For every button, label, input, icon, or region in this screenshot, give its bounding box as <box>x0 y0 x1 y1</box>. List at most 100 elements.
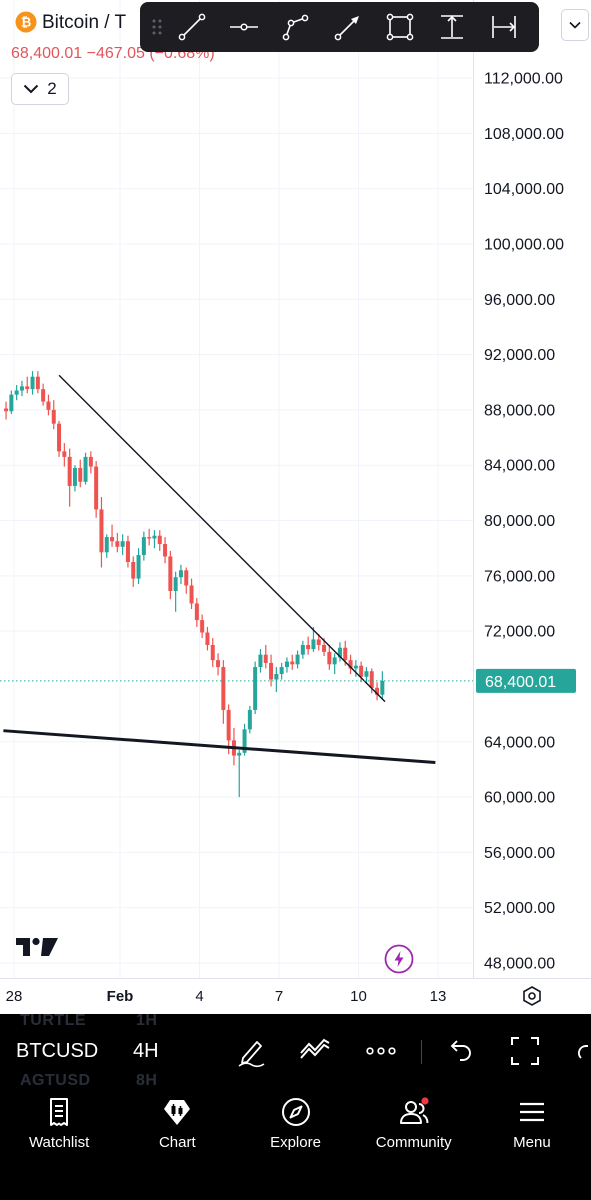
date-range-tool[interactable] <box>480 2 528 52</box>
time-tick-label: 10 <box>350 988 367 1005</box>
candle-body <box>247 709 252 730</box>
candle-body <box>67 456 72 486</box>
nav-chart[interactable]: Chart <box>118 1088 236 1200</box>
candle-body <box>83 456 88 482</box>
rectangle-tool[interactable] <box>376 2 424 52</box>
candle-body <box>104 537 109 553</box>
candle-body <box>337 647 342 658</box>
candle-body <box>274 673 279 680</box>
candle-body <box>375 687 380 695</box>
symbol-title[interactable]: Bitcoin / T <box>42 12 127 33</box>
time-tick-label: 7 <box>274 988 284 1005</box>
price-tick-label: 60,000.00 <box>484 790 555 807</box>
candle-body <box>364 671 369 677</box>
pen-draw-icon[interactable] <box>234 1034 268 1068</box>
instrument-bar: TURTLE 1H AGTUSD 8H BTCUSD 4H <box>0 1014 591 1088</box>
symbol-selector[interactable]: BTCUSD <box>16 1040 99 1062</box>
watchlist-icon <box>50 1098 69 1126</box>
price-tick-label: 88,000.00 <box>484 402 555 419</box>
undo-icon[interactable] <box>442 1034 476 1068</box>
candle-body <box>25 386 30 390</box>
chart-icon <box>164 1100 191 1125</box>
indicators-count: 2 <box>47 79 57 98</box>
price-tick-label: 96,000.00 <box>484 292 555 309</box>
nav-watchlist-label: Watchlist <box>28 1134 90 1151</box>
candle-body <box>178 570 183 578</box>
indicators-toggle-button[interactable]: 2 <box>11 73 69 105</box>
price-tick-label: 112,000.00 <box>484 71 563 88</box>
bitcoin-logo-icon: ₿ <box>15 11 37 33</box>
support-line <box>3 729 436 764</box>
fullscreen-icon[interactable] <box>508 1034 542 1068</box>
tradingview-logo <box>14 934 60 960</box>
price-tick-label: 64,000.00 <box>484 734 555 751</box>
candle-body <box>189 585 194 604</box>
candle-body <box>369 671 374 688</box>
candle-body <box>237 752 242 756</box>
trend-line <box>58 374 386 703</box>
price-range-tool[interactable] <box>428 2 476 52</box>
candle-body <box>131 561 136 579</box>
candle-body <box>120 541 125 547</box>
indicators-icon[interactable] <box>298 1034 332 1068</box>
candle-body <box>359 665 364 677</box>
price-range-icon <box>441 15 463 39</box>
redo-icon[interactable] <box>574 1034 591 1068</box>
candle-body <box>4 408 9 412</box>
candle-body <box>30 376 35 390</box>
nav-explore[interactable]: Explore <box>236 1088 354 1200</box>
horizontal-ray-tool[interactable] <box>220 2 268 52</box>
rectangle-icon <box>386 13 414 41</box>
nav-chart-label: Chart <box>158 1134 196 1151</box>
chart-menu-dropdown[interactable] <box>561 9 589 41</box>
arrow-tool[interactable] <box>324 2 372 52</box>
candle-body <box>99 509 104 553</box>
candle-body <box>41 389 46 402</box>
interval-selector[interactable]: 4H <box>133 1040 159 1062</box>
candle-body <box>380 680 385 695</box>
candle-body <box>157 535 162 545</box>
more-options-icon[interactable] <box>364 1034 398 1068</box>
candle-body <box>300 644 305 655</box>
candle-body <box>152 535 157 539</box>
price-tick-label: 48,000.00 <box>484 956 555 973</box>
flash-icon[interactable] <box>384 944 414 974</box>
candle-body <box>205 632 210 645</box>
horizontal-line-icon <box>230 23 258 31</box>
date-range-icon <box>492 16 516 38</box>
polyline-tool[interactable] <box>272 2 320 52</box>
drag-handle-icon[interactable] <box>150 18 164 36</box>
ghost-interval-top: 1H <box>136 1014 158 1029</box>
candle-body <box>353 665 358 669</box>
time-tick-label: 28 <box>5 988 23 1005</box>
candle-body <box>242 729 247 753</box>
nav-watchlist[interactable]: Watchlist <box>0 1088 118 1200</box>
notification-dot <box>421 1097 429 1105</box>
candle-body <box>332 657 337 665</box>
price-tick-label: 76,000.00 <box>484 568 555 585</box>
menu-icon <box>519 1102 544 1122</box>
trend-line-tool[interactable] <box>168 2 216 52</box>
nav-community[interactable]: Community <box>355 1088 473 1200</box>
compass-icon <box>281 1098 310 1126</box>
time-axis[interactable]: 28 Feb 4 7 10 13 <box>0 978 591 1014</box>
price-tick-label: 72,000.00 <box>484 624 555 641</box>
candle-body <box>269 662 274 680</box>
time-tick-label: 4 <box>195 988 204 1005</box>
bottom-nav: Watchlist Chart Explore Community <box>0 1088 591 1200</box>
candle-body <box>46 401 51 410</box>
candle-body <box>216 660 221 668</box>
price-tick-label: 104,000.00 <box>484 181 564 198</box>
hexagon-settings-icon[interactable] <box>521 985 543 1007</box>
candle-body <box>311 639 316 650</box>
candle-body <box>306 644 311 650</box>
nav-menu[interactable]: Menu <box>473 1088 591 1200</box>
candle-body <box>136 555 141 579</box>
candle-body <box>263 654 268 663</box>
candle-body <box>316 639 321 645</box>
candle-body <box>168 556 173 592</box>
arrow-icon <box>334 16 359 41</box>
price-chart[interactable]: 112,000.00 108,000.00 104,000.00 100,000.00… <box>0 0 591 978</box>
candle-body <box>210 644 215 661</box>
drawing-toolbar <box>140 2 539 52</box>
